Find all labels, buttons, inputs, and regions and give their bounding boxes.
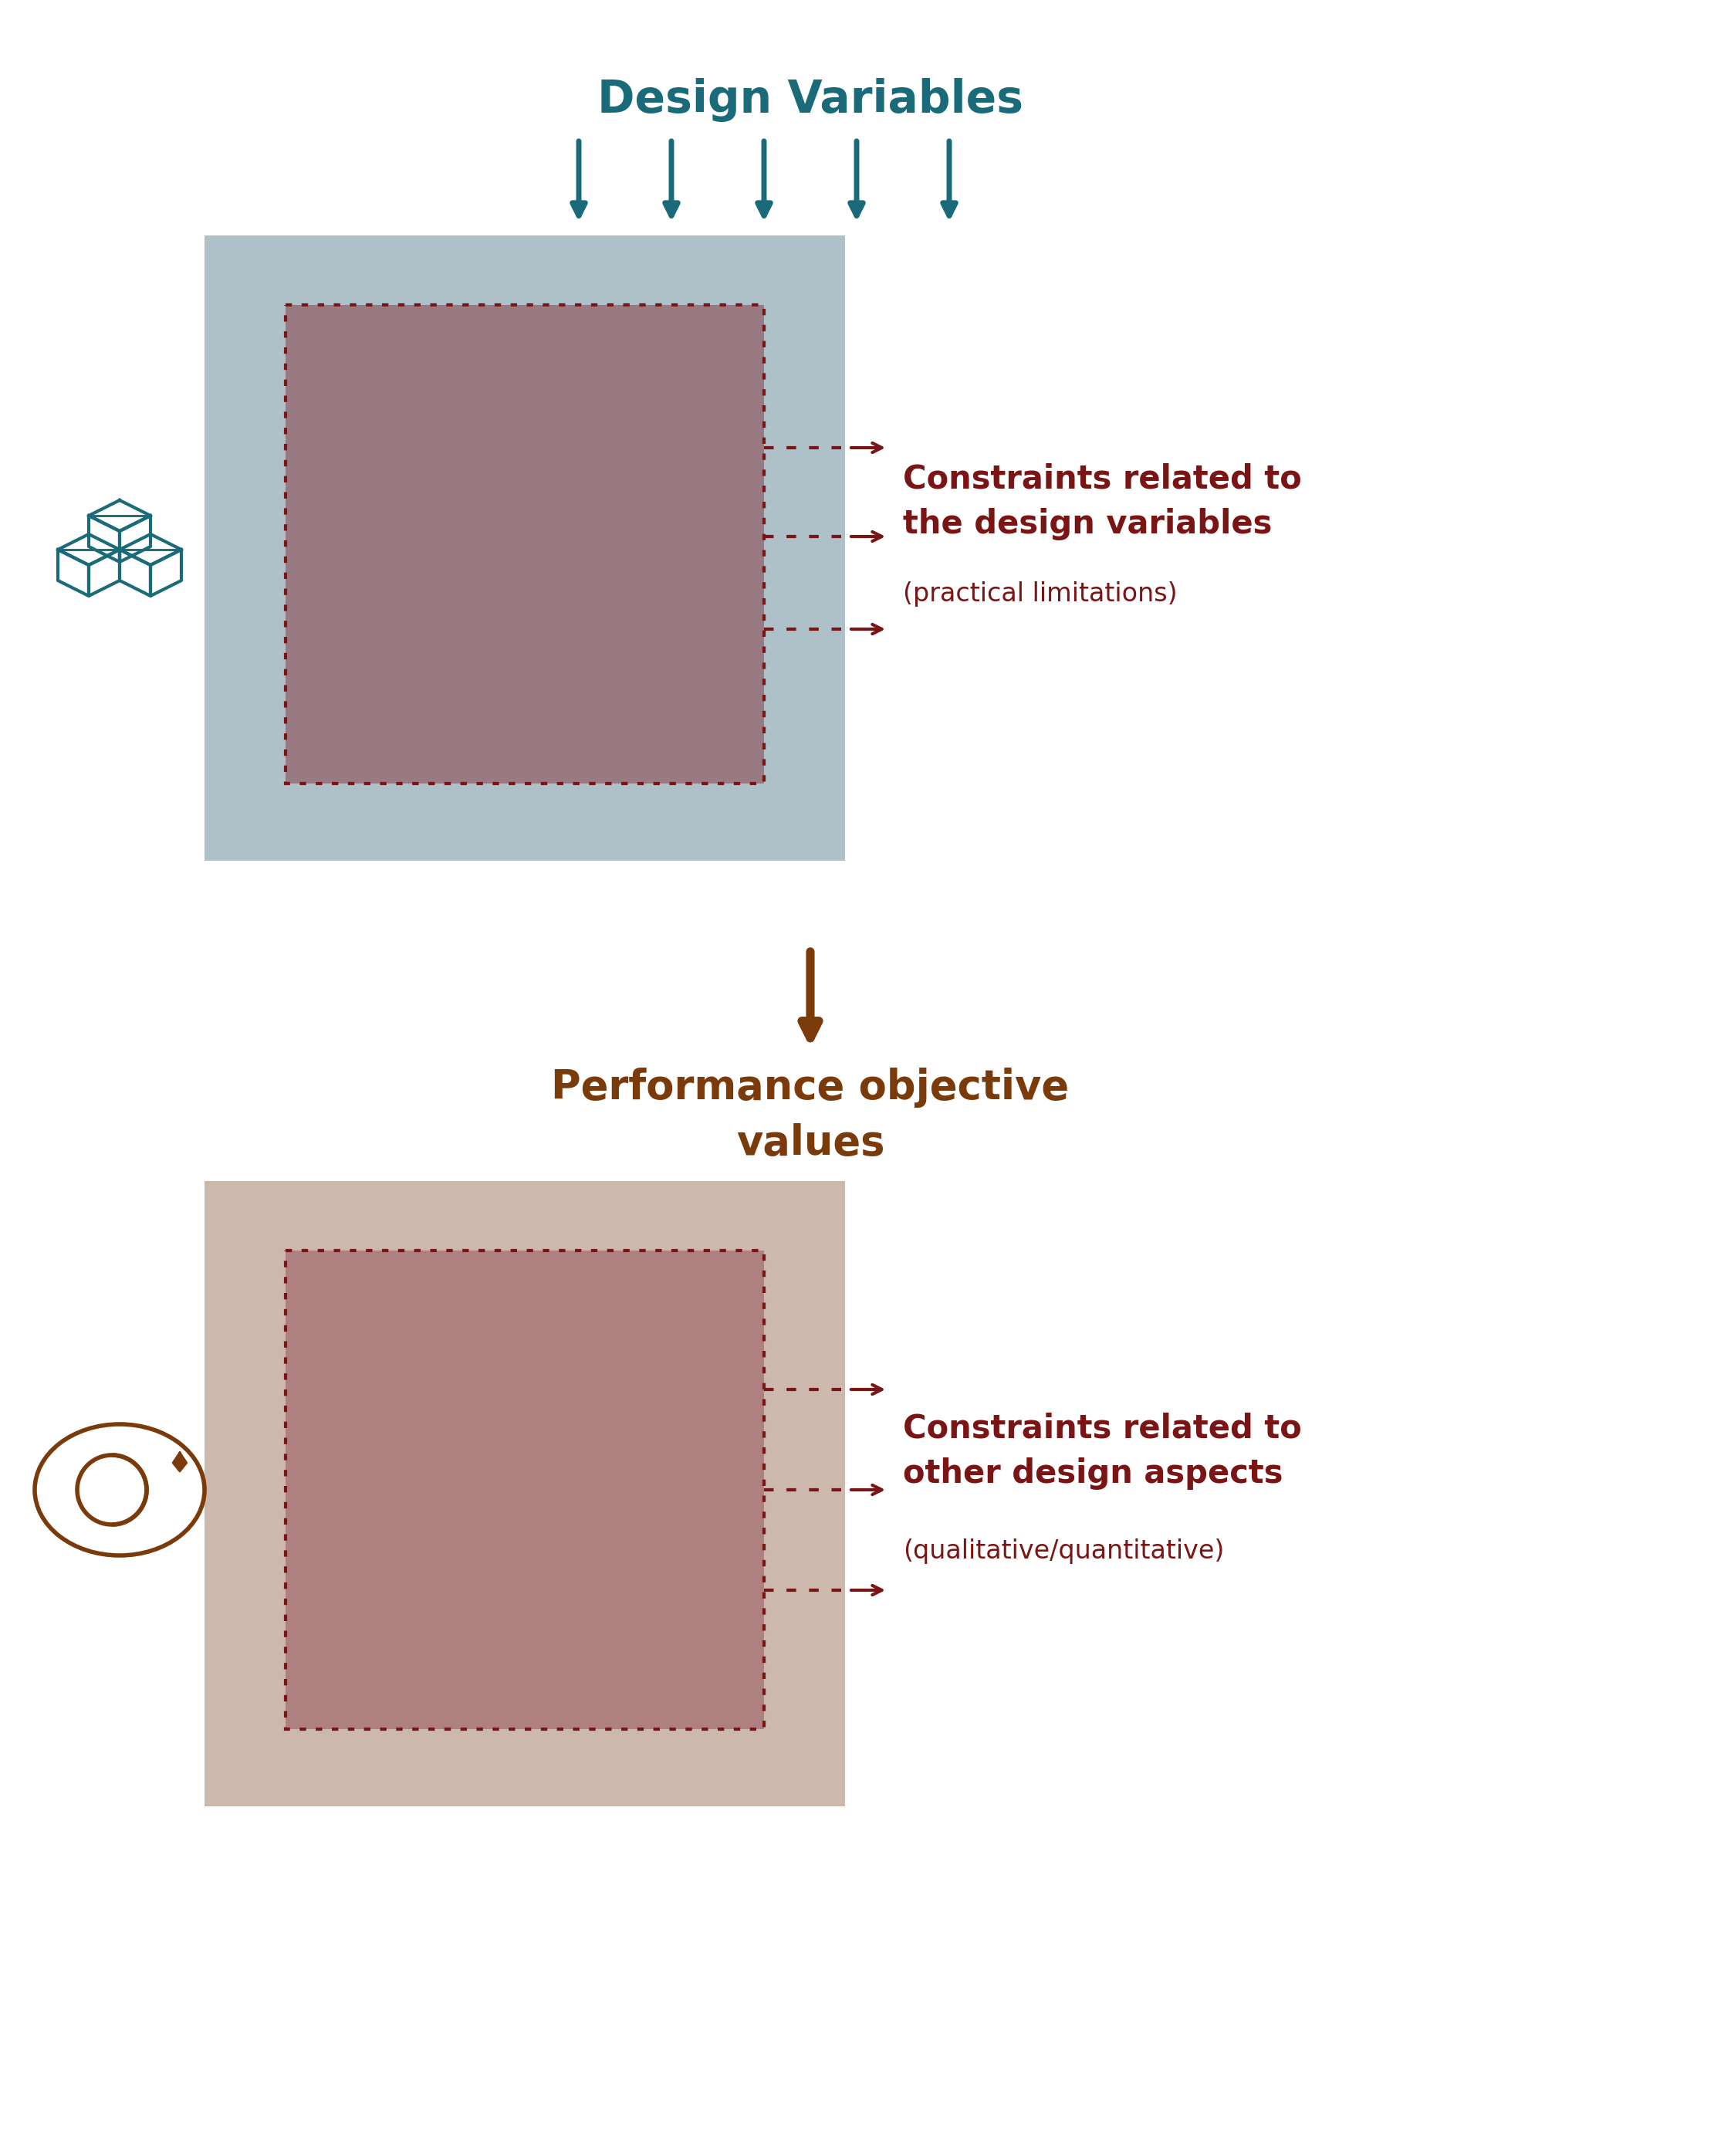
Text: (practical limitations): (practical limitations)	[904, 582, 1177, 608]
Bar	[204, 235, 845, 860]
Text: Constraints related to
other design aspects: Constraints related to other design aspe…	[904, 1412, 1302, 1490]
Text: (qualitative/quantitative): (qualitative/quantitative)	[904, 1539, 1224, 1565]
Text: Constraints related to
the design variables: Constraints related to the design variab…	[904, 464, 1302, 541]
Bar	[286, 304, 763, 783]
Bar	[286, 1250, 763, 1729]
Text: Design Variables: Design Variables	[597, 78, 1023, 123]
Polygon shape	[173, 1453, 187, 1470]
Text: Performance objective
values: Performance objective values	[552, 1067, 1070, 1164]
Bar	[204, 1181, 845, 1807]
